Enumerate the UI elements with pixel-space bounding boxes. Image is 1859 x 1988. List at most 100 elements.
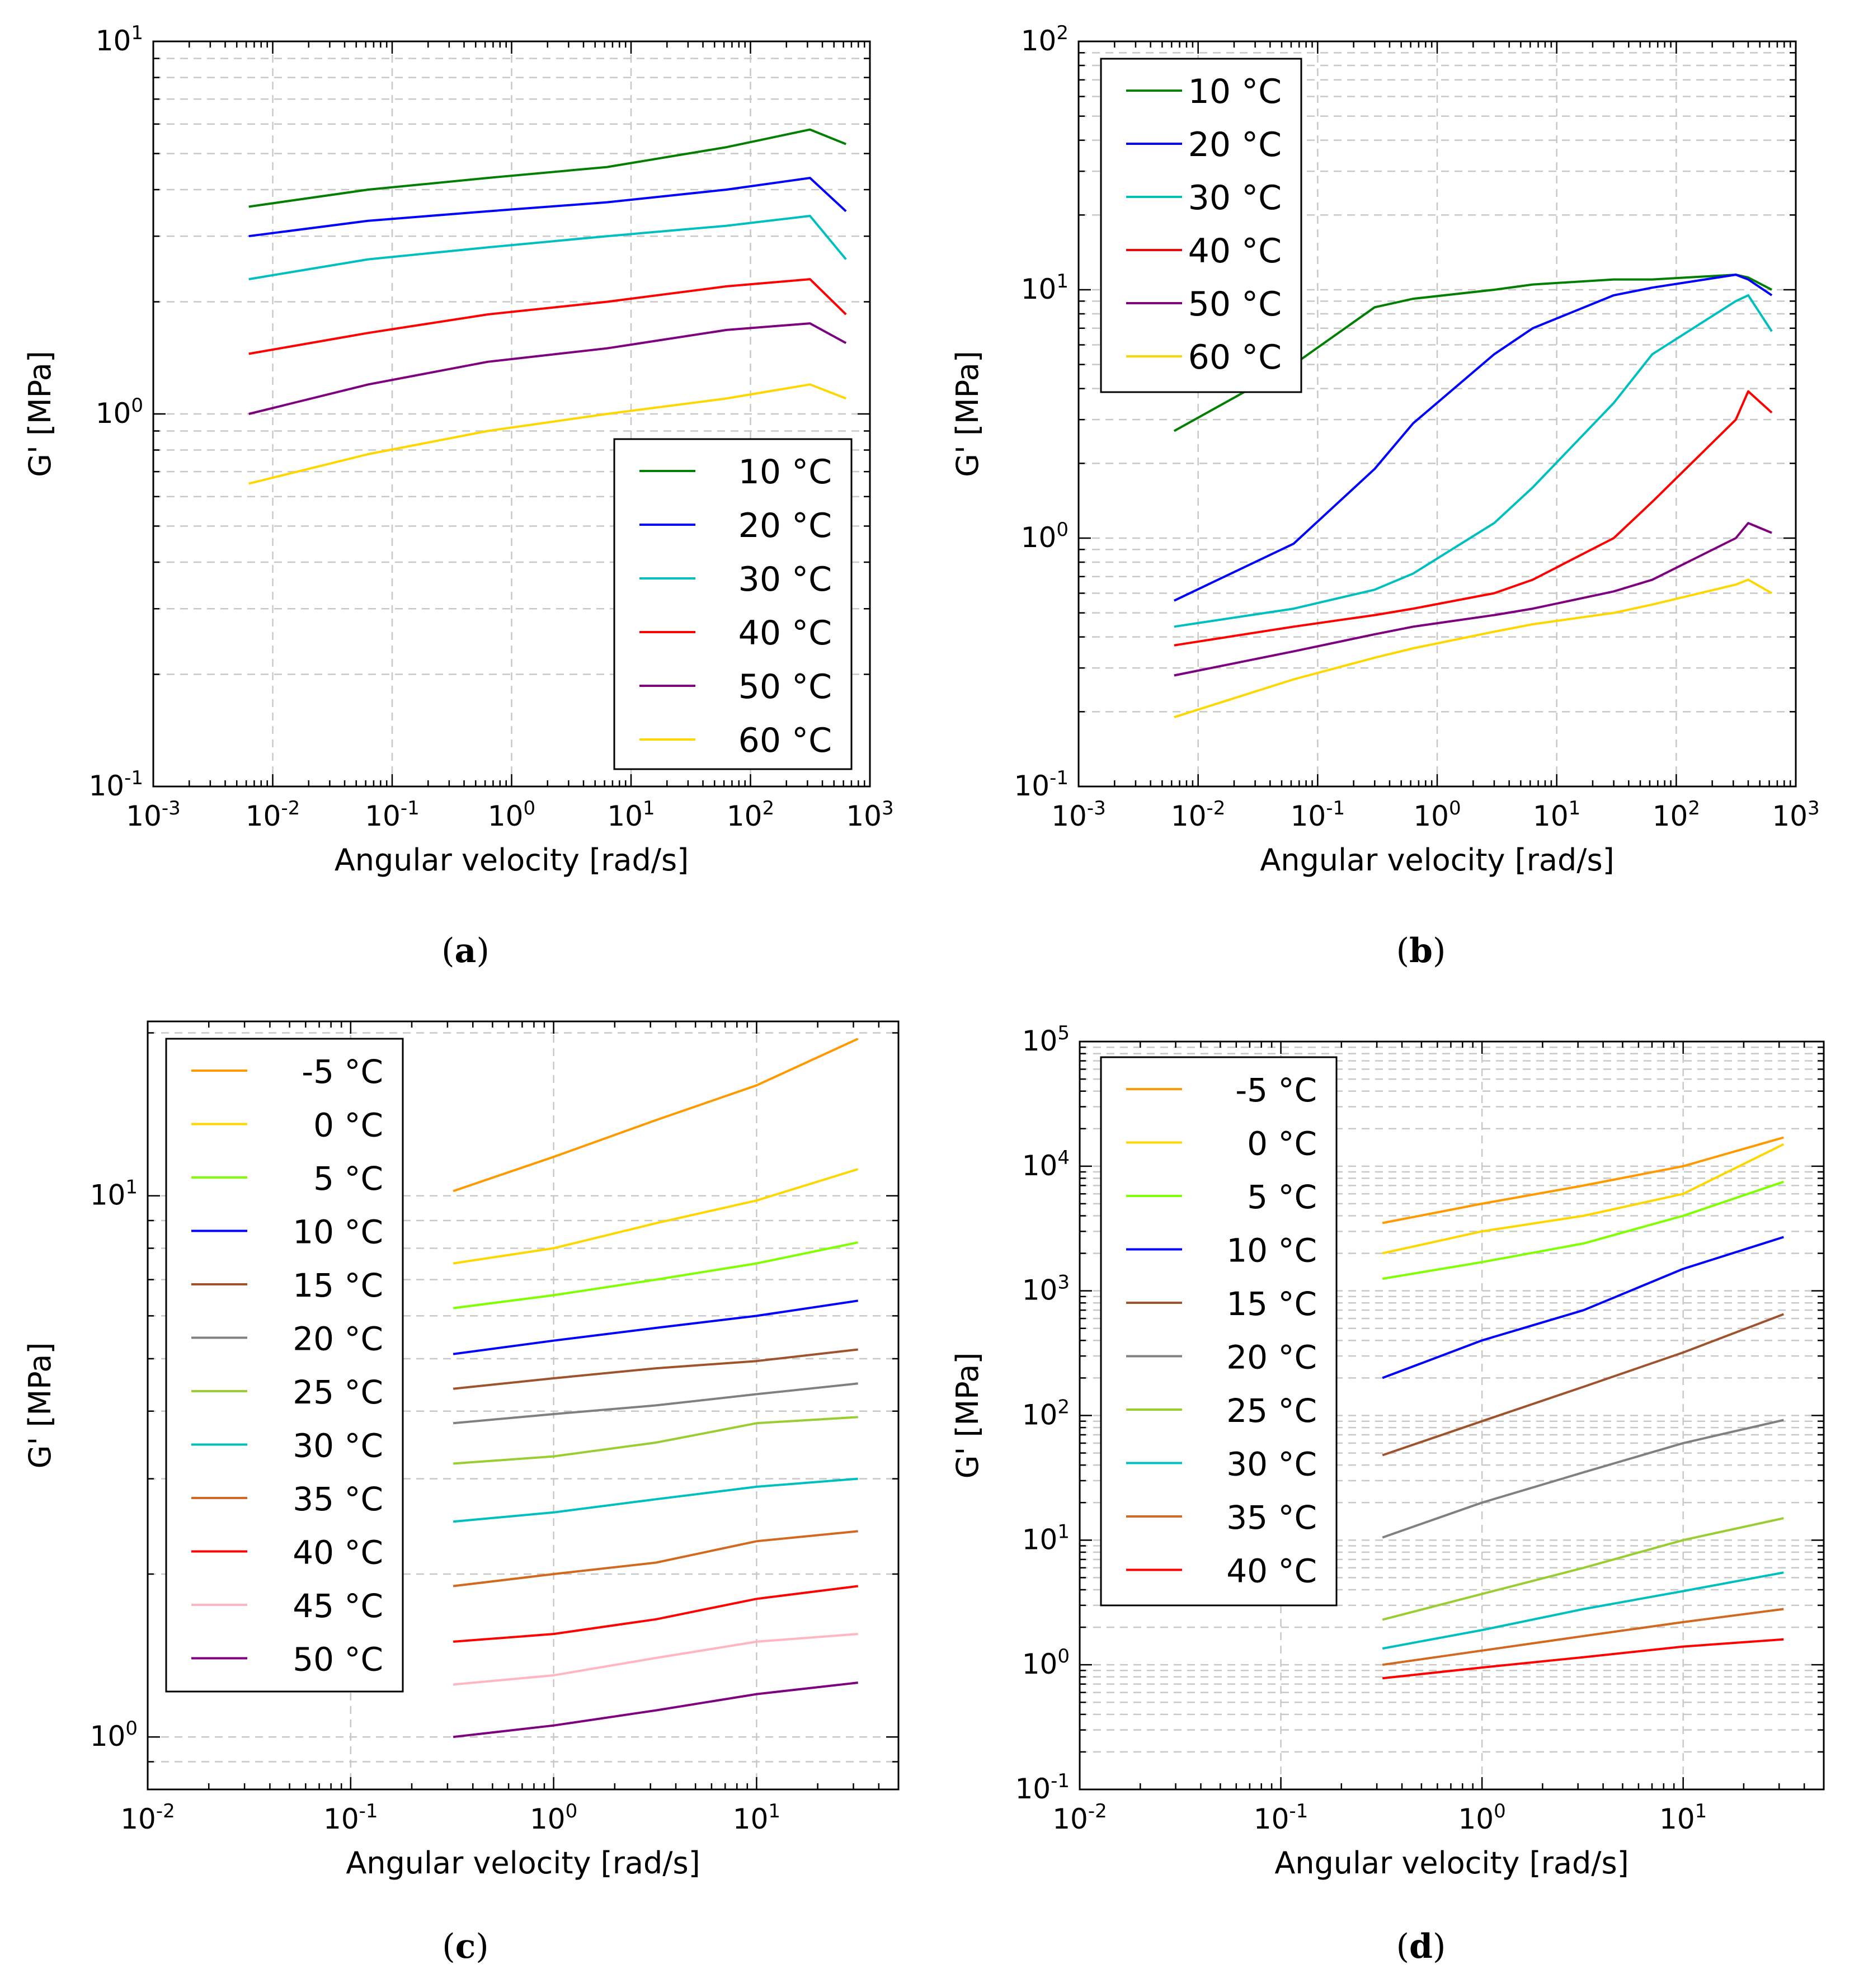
y-tick-label: 10-1	[1015, 1770, 1070, 1805]
y-tick-label: 103	[1022, 1271, 1070, 1307]
legend: -5 °C 0 °C 5 °C 10 °C 15 °C 20 °C 25 °C 30 °C 35…	[1100, 1056, 1338, 1607]
legend-entry: 25 °C	[1226, 1392, 1317, 1430]
series-line-35c	[453, 1530, 858, 1587]
legend-entry: 45 °C	[293, 1587, 383, 1625]
x-tick-label: 10-2	[246, 797, 300, 832]
legend-entry: 5 °C	[313, 1160, 383, 1198]
legend-entry: 40 °C	[1188, 232, 1282, 271]
y-axis-label: G' [MPa]	[950, 351, 985, 477]
y-tick-label: 101	[90, 1176, 138, 1212]
x-tick-label: 10-1	[1291, 797, 1345, 832]
series-line-30c	[1382, 1571, 1784, 1650]
legend-box	[613, 438, 853, 770]
x-tick-label: 10-2	[120, 1800, 175, 1835]
y-tick-label: 102	[1022, 1396, 1070, 1431]
legend-entry: 30 °C	[738, 560, 832, 599]
panel-caption: (d)	[1396, 1927, 1446, 1966]
plot-frame	[152, 40, 871, 788]
x-tick-label: 10-1	[1254, 1800, 1309, 1835]
legend: 10 °C 20 °C 30 °C 40 °C 50 °C 60 °C	[613, 438, 853, 770]
x-axis-label: Angular velocity [rad/s]	[1260, 842, 1614, 878]
series-line-40c	[1382, 1638, 1784, 1680]
series-line-40c	[248, 278, 847, 355]
legend-entry: 30 °C	[1226, 1445, 1317, 1483]
series-group	[1382, 1136, 1785, 1680]
legend: -5 °C 0 °C 5 °C 10 °C 15 °C 20 °C 25 °C 30 °C 35…	[165, 1038, 404, 1693]
plot-frame	[1077, 40, 1797, 788]
x-tick-label: 10-3	[126, 797, 181, 832]
x-tick-label: 102	[727, 797, 774, 832]
x-axis-label: Angular velocity [rad/s]	[1274, 1845, 1629, 1881]
x-tick-label: 101	[1659, 1800, 1707, 1835]
series-line-30c	[453, 1477, 858, 1523]
series-line-20c	[248, 177, 847, 238]
series-line-5c	[1382, 1180, 1784, 1280]
series-line-40c	[453, 1585, 858, 1643]
legend-entry: 30 °C	[1188, 178, 1282, 218]
series-line-60c	[248, 383, 846, 485]
plot-frame	[147, 1020, 900, 1791]
legend-entry: 60 °C	[738, 721, 832, 760]
legend-box	[1100, 58, 1302, 393]
series-line-10c	[248, 128, 846, 208]
y-tick-label: 101	[96, 22, 143, 57]
x-tick-label: 101	[1533, 797, 1580, 832]
legend-entry: 10 °C	[293, 1213, 383, 1251]
panel-caption: (b)	[1396, 931, 1446, 971]
y-tick-label: 105	[1022, 1022, 1070, 1057]
plot-frame	[1079, 1040, 1825, 1791]
panel-caption: (a)	[441, 931, 490, 971]
series-line-20c	[1382, 1419, 1784, 1539]
y-tick-label: 101	[1022, 1520, 1070, 1556]
x-tick-label: 101	[733, 1800, 780, 1835]
y-tick-label: 101	[1021, 270, 1069, 305]
x-axis-label: Angular velocity [rad/s]	[346, 1845, 700, 1881]
series-group	[1173, 274, 1773, 719]
series-line-5c	[453, 1241, 859, 1309]
series-line-15c	[1382, 1313, 1785, 1457]
x-tick-label: 103	[1772, 797, 1819, 832]
series-line-20c	[453, 1382, 858, 1425]
series-line--5c	[453, 1038, 859, 1193]
y-axis-label: G' [MPa]	[950, 1353, 985, 1479]
legend-entry: -5 °C	[302, 1053, 383, 1091]
series-line-0c	[1382, 1143, 1785, 1255]
chart-panel-d: 10-2 10-1 100 10110-1100101102103104105Angu…	[950, 1022, 1825, 1966]
legend-entry: 20 °C	[738, 506, 832, 545]
y-tick-label: 100	[1021, 519, 1069, 554]
legend-entry: 5 °C	[1247, 1178, 1317, 1216]
series-line-25c	[453, 1416, 858, 1465]
x-tick-label: 100	[1458, 1800, 1505, 1835]
legend-entry: 15 °C	[293, 1266, 383, 1304]
legend-entry: 30 °C	[293, 1427, 383, 1465]
x-tick-label: 100	[530, 1800, 577, 1835]
series-line-20c	[1173, 274, 1773, 602]
legend-entry: 60 °C	[1188, 338, 1282, 377]
y-tick-label: 104	[1022, 1147, 1070, 1182]
x-tick-label: 10-1	[365, 797, 420, 832]
series-line-30c	[1174, 294, 1773, 628]
y-axis-label: G' [MPa]	[22, 351, 58, 477]
chart-panel-a: 10-3 10-2 10-1 100 101 102 103 10-1 100 101 Angula…	[22, 22, 894, 971]
legend-entry: 20 °C	[293, 1320, 383, 1358]
y-tick-label: 100	[90, 1717, 138, 1753]
legend-entry: -5 °C	[1235, 1071, 1317, 1109]
legend-entry: 20 °C	[1188, 125, 1282, 164]
legend-entry: 10 °C	[1226, 1232, 1317, 1270]
legend-entry: 40 °C	[738, 614, 832, 653]
series-line-0c	[453, 1168, 859, 1265]
legend-entry: 15 °C	[1226, 1285, 1317, 1323]
y-tick-label: 10-1	[88, 767, 143, 802]
legend-entry: 0 °C	[1247, 1125, 1317, 1163]
series-line-30c	[248, 215, 847, 281]
series-line-35c	[1382, 1608, 1784, 1666]
series-line-50c	[453, 1681, 858, 1739]
legend-entry: 50 °C	[293, 1641, 383, 1679]
legend-entry: 40 °C	[1226, 1552, 1317, 1590]
y-tick-label: 10-1	[1014, 767, 1069, 802]
series-line-10c	[453, 1299, 858, 1355]
y-tick-label: 100	[1022, 1645, 1070, 1680]
legend-entry: 20 °C	[1226, 1339, 1317, 1377]
legend-entry: 10 °C	[1188, 72, 1282, 111]
series-line-45c	[453, 1633, 858, 1686]
